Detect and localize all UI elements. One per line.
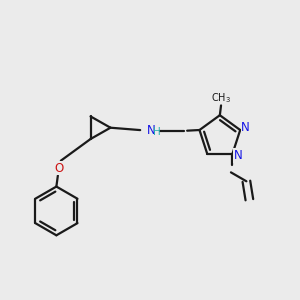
Text: N: N (241, 121, 250, 134)
Text: N: N (147, 124, 156, 137)
Text: O: O (55, 162, 64, 175)
Text: N: N (233, 149, 242, 162)
Text: H: H (153, 128, 161, 137)
Text: CH$_3$: CH$_3$ (211, 91, 231, 105)
